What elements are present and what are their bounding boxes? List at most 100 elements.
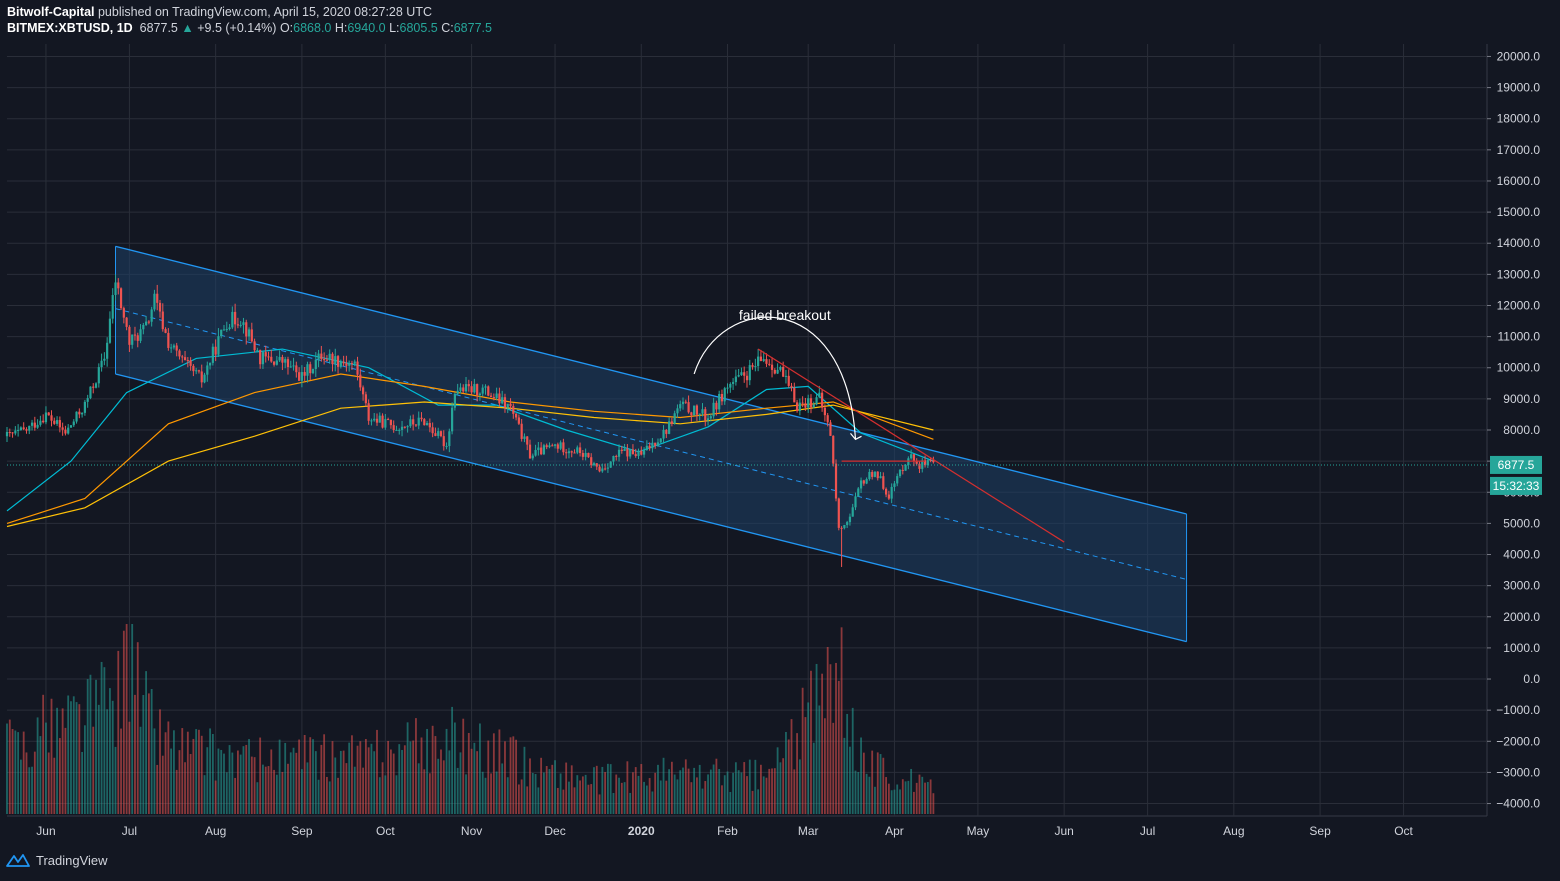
volume-bar xyxy=(136,642,139,814)
candle-body xyxy=(501,397,504,404)
volume-bar xyxy=(281,771,284,814)
volume-bar xyxy=(913,791,915,814)
candle-body xyxy=(192,365,195,372)
volume-bar xyxy=(690,782,693,814)
volume-bar xyxy=(782,758,785,814)
countdown-label: 15:32:33 xyxy=(1493,479,1540,493)
candle-body xyxy=(47,412,50,416)
volume-bar xyxy=(200,735,203,814)
candle-body xyxy=(131,334,134,345)
volume-bar xyxy=(498,729,501,814)
footer-brand[interactable]: TradingView xyxy=(6,852,108,868)
volume-bar xyxy=(114,746,117,814)
volume-bar xyxy=(876,752,879,814)
x-tick-label: Mar xyxy=(798,824,819,838)
volume-bar xyxy=(726,771,729,814)
volume-bar xyxy=(779,762,782,814)
volume-bar xyxy=(292,747,295,814)
candle-body xyxy=(406,426,409,428)
candle-body xyxy=(893,483,896,487)
volume-bar xyxy=(693,767,696,814)
published-text: published on TradingView.com, April 15, … xyxy=(97,5,432,19)
candle-body xyxy=(509,403,512,407)
volume-bar xyxy=(186,731,189,814)
y-tick-label: −2000.0 xyxy=(1496,734,1540,748)
volume-bar xyxy=(122,630,125,814)
candle-body xyxy=(926,460,929,466)
volume-bar xyxy=(173,730,175,814)
volume-bar xyxy=(604,772,607,814)
volume-bar xyxy=(392,753,395,814)
candle-body xyxy=(637,450,640,456)
candle-body xyxy=(795,402,799,412)
volume-bar xyxy=(590,784,593,814)
candle-body xyxy=(181,356,184,358)
candle-body xyxy=(698,413,701,415)
candle-body xyxy=(665,429,668,434)
volume-bar xyxy=(275,774,278,814)
candle-body xyxy=(295,365,298,373)
volume-bar xyxy=(545,766,548,814)
volume-bar xyxy=(81,751,84,814)
candle-body xyxy=(381,415,384,428)
volume-bar xyxy=(231,752,234,814)
volume-bar xyxy=(712,764,715,814)
candle-body xyxy=(348,363,351,366)
publisher-name[interactable]: Bitwolf-Capital xyxy=(7,5,95,19)
volume-bar xyxy=(668,769,671,814)
volume-bar xyxy=(484,777,487,814)
candle-body xyxy=(261,352,265,365)
volume-bar xyxy=(701,788,704,814)
candle-body xyxy=(323,359,326,361)
candle-body xyxy=(423,419,426,426)
candle-body xyxy=(526,436,529,445)
volume-bar xyxy=(768,768,771,814)
candle-body xyxy=(626,448,629,457)
y-tick-label: 5000.0 xyxy=(1503,516,1540,530)
volume-bar xyxy=(868,776,871,814)
volume-bar xyxy=(83,725,86,814)
volume-bar xyxy=(479,723,481,814)
candle-body xyxy=(879,476,882,479)
symbol-label[interactable]: BITMEX:XBTUSD, 1D xyxy=(7,21,133,35)
candle-body xyxy=(748,365,751,381)
candle-body xyxy=(723,388,726,402)
volume-bar xyxy=(211,733,214,814)
candle-body xyxy=(325,359,329,361)
candle-body xyxy=(353,361,356,364)
candle-body xyxy=(918,463,921,469)
candle-body xyxy=(640,450,643,455)
candle-body xyxy=(620,449,623,451)
y-tick-label: −4000.0 xyxy=(1496,797,1540,811)
volume-bar xyxy=(696,777,698,814)
candle-body xyxy=(642,449,646,455)
candle-body xyxy=(843,524,846,529)
x-tick-label: Nov xyxy=(461,824,482,838)
volume-bar xyxy=(58,738,61,814)
volume-bar xyxy=(715,758,718,814)
candle-body xyxy=(64,429,67,434)
volume-bar xyxy=(17,732,20,814)
candle-body xyxy=(495,393,498,399)
candle-body xyxy=(859,480,863,489)
candle-body xyxy=(136,335,139,341)
candle-body xyxy=(256,350,259,352)
candle-body xyxy=(456,390,459,394)
candle-body xyxy=(22,427,25,430)
candle-body xyxy=(840,527,843,529)
volume-bar xyxy=(673,774,676,814)
volume-bar xyxy=(793,769,796,814)
candle-body xyxy=(395,429,398,431)
volume-bar xyxy=(220,749,223,814)
candle-body xyxy=(448,431,451,447)
y-tick-label: 13000.0 xyxy=(1497,267,1541,281)
volume-bar xyxy=(95,679,97,814)
candle-body xyxy=(734,376,737,383)
candle-body xyxy=(898,469,902,477)
volume-bar xyxy=(270,749,273,814)
volume-bar xyxy=(637,775,640,814)
volume-bar xyxy=(609,764,612,814)
volume-bar xyxy=(395,775,398,814)
volume-bar xyxy=(295,752,298,814)
